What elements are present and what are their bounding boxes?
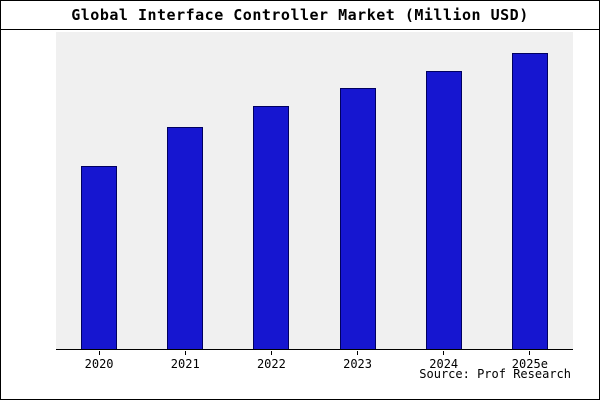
x-tick-mark	[357, 351, 359, 355]
bar-2024	[425, 70, 462, 350]
x-tick-text: 2025e	[511, 357, 548, 371]
x-tick-label-2020: 2020	[69, 351, 129, 371]
bar-2021	[167, 127, 204, 350]
x-tick-text: 2021	[170, 357, 200, 371]
x-tick-text: 2020	[84, 357, 114, 371]
x-axis: 2020 2021 2022 2023 2024 2025e	[56, 351, 573, 371]
source-note: Source: Prof Research	[419, 367, 571, 381]
x-tick-label-2022: 2022	[241, 351, 301, 371]
x-tick-mark	[184, 351, 186, 355]
bar-2023	[339, 88, 376, 350]
x-tick-label-2024: 2024	[414, 351, 474, 371]
x-tick-text: 2022	[256, 357, 286, 371]
bar-2025e	[511, 52, 548, 350]
bars	[56, 32, 573, 350]
x-tick-mark	[443, 351, 445, 355]
x-tick-mark	[529, 351, 531, 355]
x-axis-line	[56, 349, 573, 350]
x-tick-text: 2024	[429, 357, 459, 371]
plot-area	[56, 32, 573, 350]
x-tick-label-2025e: 2025e	[500, 351, 560, 371]
bar-2020	[81, 165, 118, 350]
x-tick-mark	[98, 351, 100, 355]
bar-2022	[253, 106, 290, 350]
x-tick-text: 2023	[343, 357, 372, 371]
x-tick-label-2023: 2023	[328, 351, 388, 371]
x-tick-mark	[270, 351, 272, 355]
x-tick-label-2021: 2021	[155, 351, 215, 371]
chart-title: Global Interface Controller Market (Mill…	[1, 1, 599, 30]
